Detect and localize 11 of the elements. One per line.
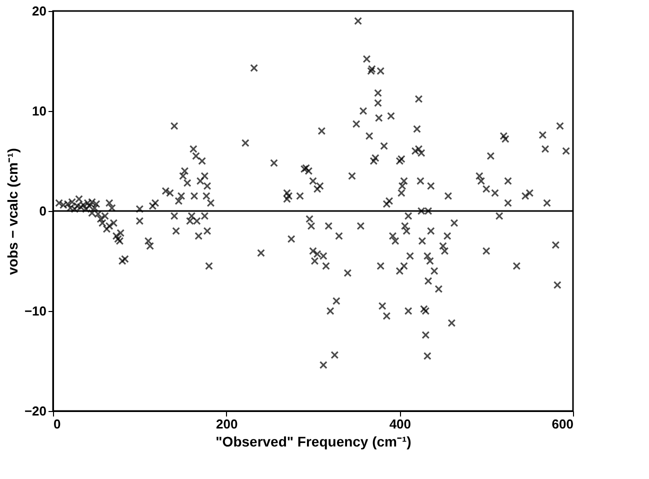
x-axis-title: "Observed" Frequency (cm⁻¹) xyxy=(216,434,412,450)
y-tick-label: 10 xyxy=(32,104,46,118)
y-tick-label: −10 xyxy=(24,304,46,318)
y-tick-label: 20 xyxy=(32,4,46,18)
x-tick-label: 600 xyxy=(552,416,574,432)
y-tick-label: 0 xyxy=(39,204,46,218)
x-tick-label: 400 xyxy=(389,416,412,432)
x-tick-label: 200 xyxy=(216,416,238,432)
y-axis-title: vobs − vcalc (cm⁻¹) xyxy=(4,148,20,275)
x-tick-label: 0 xyxy=(54,416,61,432)
y-tick-label: −20 xyxy=(24,404,46,418)
